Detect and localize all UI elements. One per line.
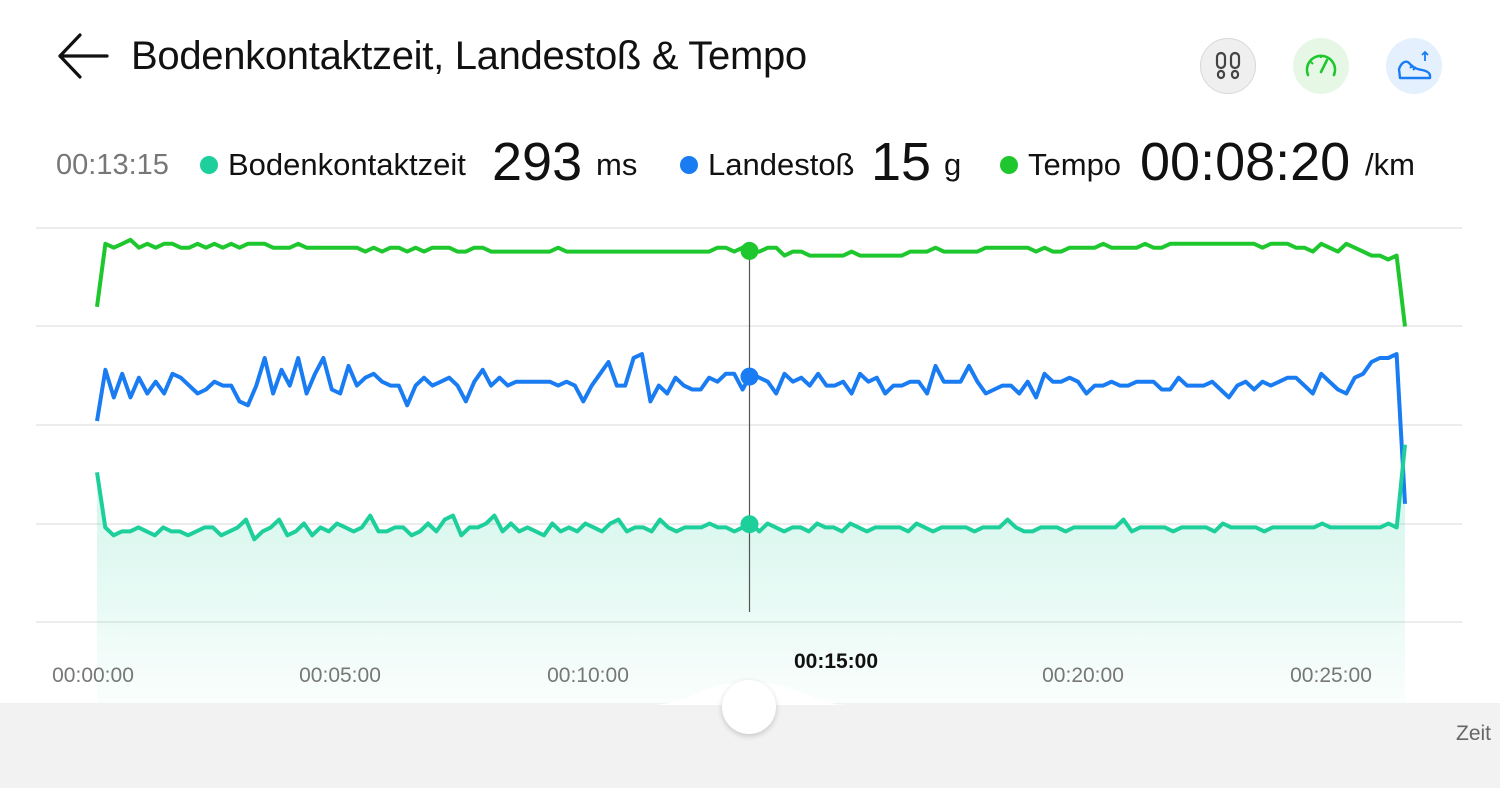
footsteps-button[interactable] [1200,38,1256,94]
running-shoe-icon [1397,50,1432,80]
scrubber-knob[interactable] [722,680,776,734]
pace-value: 00:08:20 [1140,132,1351,192]
x-tick-label: 00:00:00 [52,664,134,687]
ground-contact-unit: ms [596,147,638,182]
impact-value: 15 [871,132,932,192]
impact-label: Landestoß [708,147,855,182]
ground-contact-value: 293 [492,132,583,192]
pace-label: Tempo [1028,147,1122,182]
speedometer-icon [1305,54,1337,77]
x-tick-label: 00:15:00 [794,650,878,673]
pace-legend-dot [1000,156,1018,174]
x-tick-label: 00:05:00 [299,664,381,687]
footsteps-icon [1215,51,1241,80]
pace-cursor-marker [740,241,759,260]
page-title: Bodenkontaktzeit, Landestoß & Tempo [131,34,807,78]
impact-legend-dot [680,156,698,174]
ground-contact-legend-dot [200,156,218,174]
x-axis-ticks: 00:00:00 00:05:00 00:10:00 00:15:00 00:20:00… [52,650,1372,687]
impact-unit: g [944,147,962,182]
speedometer-button[interactable] [1293,38,1349,94]
chart[interactable]: 00:00:00 00:05:00 00:10:00 00:15:00 00:20:00… [0,0,1500,705]
time-axis-label: Zeit [1456,722,1492,745]
metric-readout: 00:13:15 Bodenkontaktzeit 293 ms Landest… [0,125,1500,205]
back-arrow-icon [58,33,109,79]
running-shoe-button[interactable] [1386,38,1442,94]
cursor-time: 00:13:15 [56,149,169,181]
ground-contact-cursor-marker [740,515,759,534]
header: Bodenkontaktzeit, Landestoß & Tempo [0,0,1500,120]
x-tick-label: 00:10:00 [547,664,629,687]
ground-contact-label: Bodenkontaktzeit [228,147,466,182]
ground-contact-area [97,444,1405,705]
pace-unit: /km [1365,147,1415,182]
back-button[interactable] [52,30,112,86]
x-tick-label: 00:20:00 [1042,664,1124,687]
impact-cursor-marker [740,367,759,386]
x-tick-label: 00:25:00 [1290,664,1372,687]
